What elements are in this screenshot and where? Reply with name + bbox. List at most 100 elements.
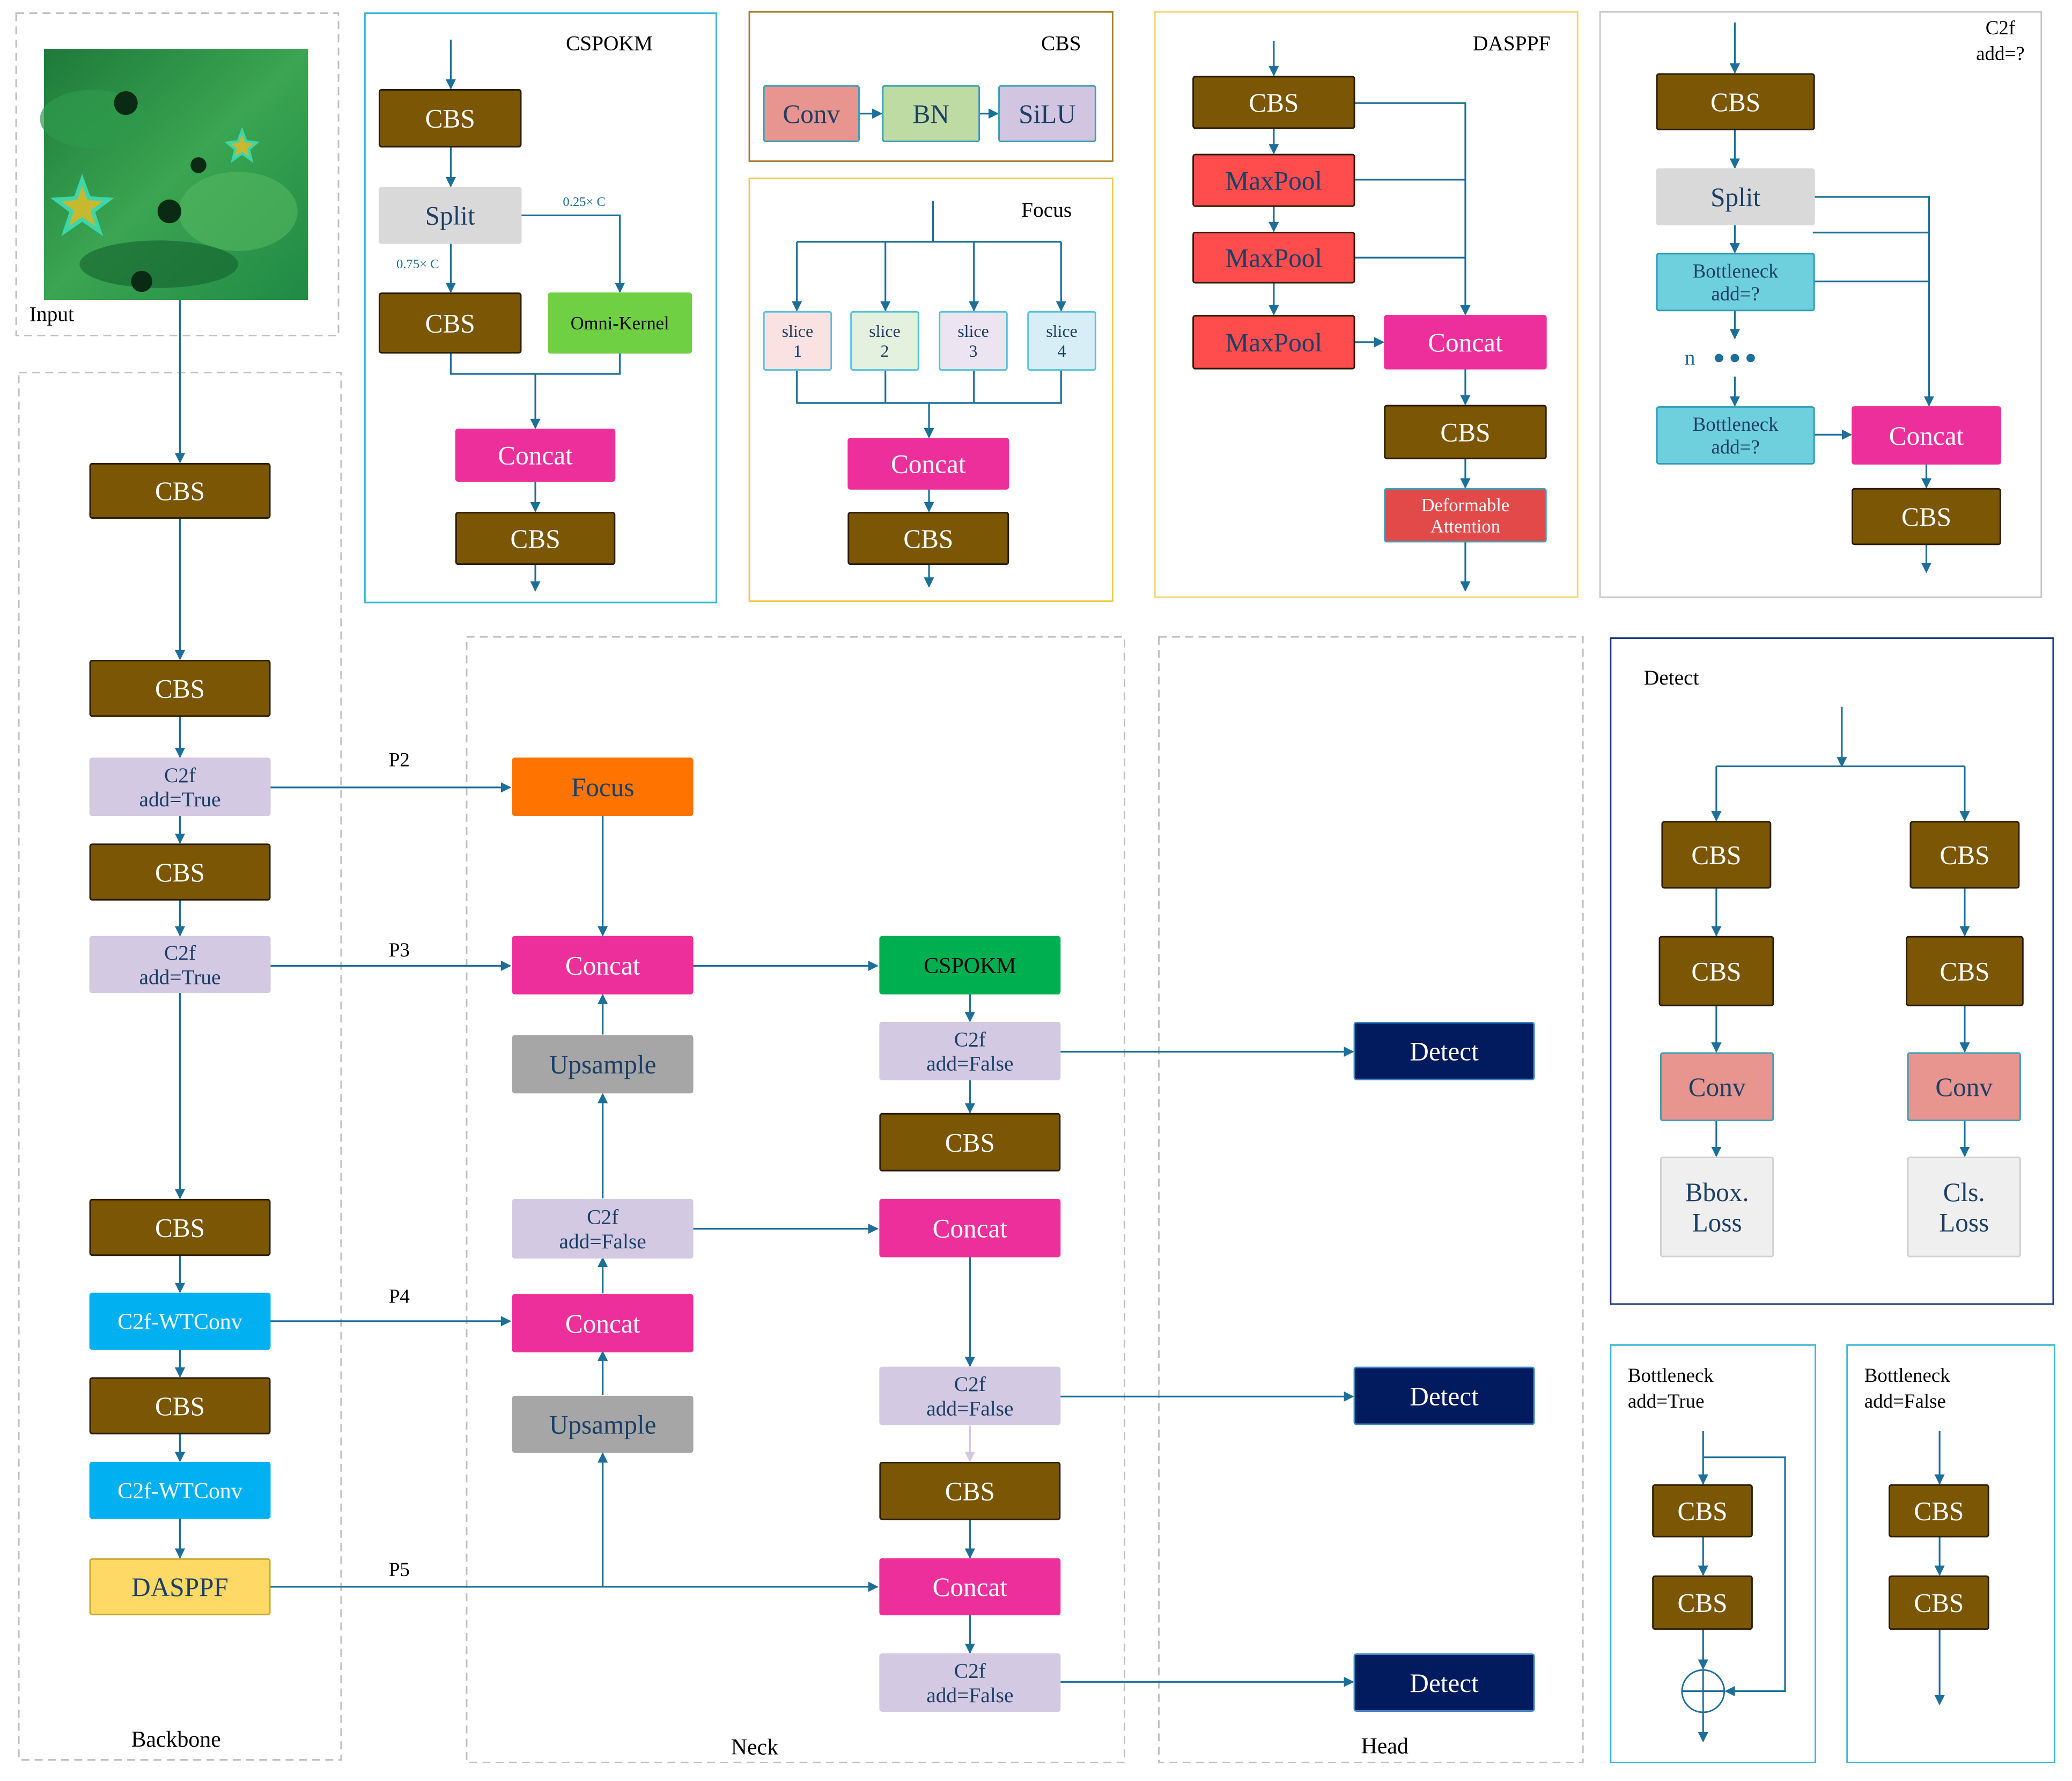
bottleneck-false-cbs-1: CBS <box>1889 1484 1989 1537</box>
neck-concat-1-label: Concat <box>565 951 640 980</box>
c2f-bottleneck-1-label: Bottleneck add=? <box>1693 260 1779 305</box>
starfish-icon <box>224 127 260 163</box>
detect-conv-left-box <box>1660 1052 1774 1122</box>
neck-focus: Focus <box>512 757 694 816</box>
detect-cbs-left-2-label: CBS <box>1691 956 1741 986</box>
neck-c2f-b-label: C2f add=False <box>926 1027 1013 1075</box>
detect-conv-right-box <box>1907 1052 2021 1122</box>
focus-slice-4: slice 4 <box>1027 311 1096 371</box>
cbs-title: CBS <box>1041 32 1081 55</box>
neck-cbs-2-box <box>879 1461 1061 1520</box>
input-label: Input <box>30 302 74 326</box>
cbs-def-silu-label: SiLU <box>1019 99 1076 129</box>
detect-bbox-loss-box <box>1660 1157 1774 1257</box>
detect-frame <box>1610 637 2054 1305</box>
c2f-split-box <box>1656 168 1815 226</box>
focus-slice-3-box <box>939 311 1008 371</box>
dasppf-cbs-1: CBS <box>1192 76 1355 129</box>
head-detect-1-label: Detect <box>1410 1036 1479 1066</box>
repeat-n-label: n <box>1685 346 1695 370</box>
backbone-cbs-2-label: CBS <box>155 674 205 703</box>
neck-c2f-b: C2f add=False <box>879 1021 1061 1080</box>
backbone-cbs-3-box <box>89 843 271 901</box>
neck-c2f-c: C2f add=False <box>879 1366 1061 1425</box>
neck-c2f-c-label: C2f add=False <box>926 1372 1013 1420</box>
detect-cbs-left-1-box <box>1661 821 1772 889</box>
cspokm-split-label: Split <box>425 201 475 231</box>
detect-cbs-right-2: CBS <box>1906 936 2024 1006</box>
head-detect-3: Detect <box>1353 1653 1535 1712</box>
dasppf-maxpool-1: MaxPool <box>1192 153 1355 207</box>
c2f-split: Split <box>1656 168 1815 226</box>
cspokm-split-box <box>378 187 522 244</box>
backbone-c2f-1-box <box>89 757 271 816</box>
bottleneck-true-cbs-2-label: CBS <box>1677 1588 1727 1618</box>
dasppf-maxpool-3: MaxPool <box>1192 315 1355 370</box>
cspokm-omni-kernel-box <box>548 292 692 354</box>
backbone-cbs-1: CBS <box>89 463 271 519</box>
head-detect-2-box <box>1353 1366 1535 1425</box>
neck-c2f-a-label: C2f add=False <box>559 1205 646 1253</box>
neck-concat-4-label: Concat <box>933 1572 1008 1602</box>
backbone-c2f-wtconv-1: C2f-WTConv <box>89 1292 271 1350</box>
detect-title: Detect <box>1644 666 1699 689</box>
bottleneck-true-frame <box>1610 1344 1817 1763</box>
backbone-c2f-wtconv-1-box <box>89 1292 271 1350</box>
split-three-quarter-label: 0.75× C <box>396 257 439 271</box>
focus-cbs: CBS <box>847 512 1009 565</box>
neck-concat-3: Concat <box>879 1198 1061 1257</box>
c2f-cbs-1-label: CBS <box>1710 87 1760 117</box>
c2f-bottleneck-1: Bottleneck add=? <box>1656 253 1815 312</box>
neck-upsample-2-label: Upsample <box>549 1410 657 1439</box>
neck-c2f-d-label: C2f add=False <box>926 1659 1013 1707</box>
cspokm-cbs-2-label: CBS <box>425 308 475 338</box>
cspokm-cbs-3: CBS <box>455 512 616 565</box>
dasppf-cbs-2-label: CBS <box>1440 418 1490 447</box>
backbone-c2f-2-box <box>89 936 271 993</box>
backbone-c2f-wtconv-2-label: C2f-WTConv <box>117 1479 242 1504</box>
cbs-def-conv-label: Conv <box>783 99 840 129</box>
c2f-frame <box>1599 11 2042 598</box>
cspokm-frame <box>364 12 717 604</box>
cspokm-omni-kernel-label: Omni-Kernel <box>571 313 669 334</box>
detect-cbs-right-1-label: CBS <box>1940 841 1989 870</box>
bottleneck-true-title: Bottleneck add=True <box>1628 1364 1714 1412</box>
detect-bbox-loss-label: Bbox. Loss <box>1685 1177 1749 1238</box>
head-detect-2: Detect <box>1353 1366 1535 1425</box>
backbone-cbs-4: CBS <box>89 1198 271 1256</box>
cbs-def-bn-label: BN <box>912 99 949 129</box>
dasppf-concat-box <box>1384 315 1547 370</box>
focus-concat-label: Concat <box>891 450 966 479</box>
neck-upsample-2-box <box>512 1395 694 1453</box>
neck-concat-2-label: Concat <box>565 1309 640 1338</box>
c2f-bottleneck-n-box <box>1656 406 1815 465</box>
c2f-bottleneck-n-label: Bottleneck add=? <box>1693 413 1779 458</box>
cspokm-cbs-2-box <box>378 292 522 354</box>
neck-concat-3-label: Concat <box>933 1214 1008 1243</box>
input-frame <box>15 12 340 337</box>
focus-concat: Concat <box>847 438 1009 490</box>
backbone-cbs-5-box <box>89 1377 271 1434</box>
bottleneck-false-frame <box>1846 1344 2055 1763</box>
dasppf-maxpool-2-box <box>1192 231 1355 284</box>
neck-focus-box <box>512 757 694 816</box>
detect-bbox-loss: Bbox. Loss <box>1660 1157 1774 1257</box>
detect-cbs-left-2: CBS <box>1658 936 1774 1006</box>
c2f-concat-label: Concat <box>1889 421 1964 451</box>
focus-slice-1-box <box>763 311 832 371</box>
cbs-def-conv-box <box>763 85 860 143</box>
backbone-cbs-1-label: CBS <box>155 476 205 506</box>
neck-frame <box>466 636 1125 1763</box>
head-detect-1: Detect <box>1353 1021 1535 1080</box>
backbone-c2f-wtconv-2-box <box>89 1461 271 1519</box>
c2f-split-label: Split <box>1710 182 1760 212</box>
focus-slice-4-label: slice 4 <box>1046 321 1078 360</box>
neck-concat-1: Concat <box>512 936 694 995</box>
cspokm-title: CSPOKM <box>566 32 653 55</box>
neck-concat-4: Concat <box>879 1558 1061 1616</box>
dasppf-maxpool-3-label: MaxPool <box>1226 328 1323 357</box>
dasppf-deformable-attention: Deformable Attention <box>1384 488 1547 543</box>
dasppf-maxpool-1-label: MaxPool <box>1226 166 1323 195</box>
head-detect-2-label: Detect <box>1410 1381 1479 1411</box>
p3-label: P3 <box>389 939 410 961</box>
